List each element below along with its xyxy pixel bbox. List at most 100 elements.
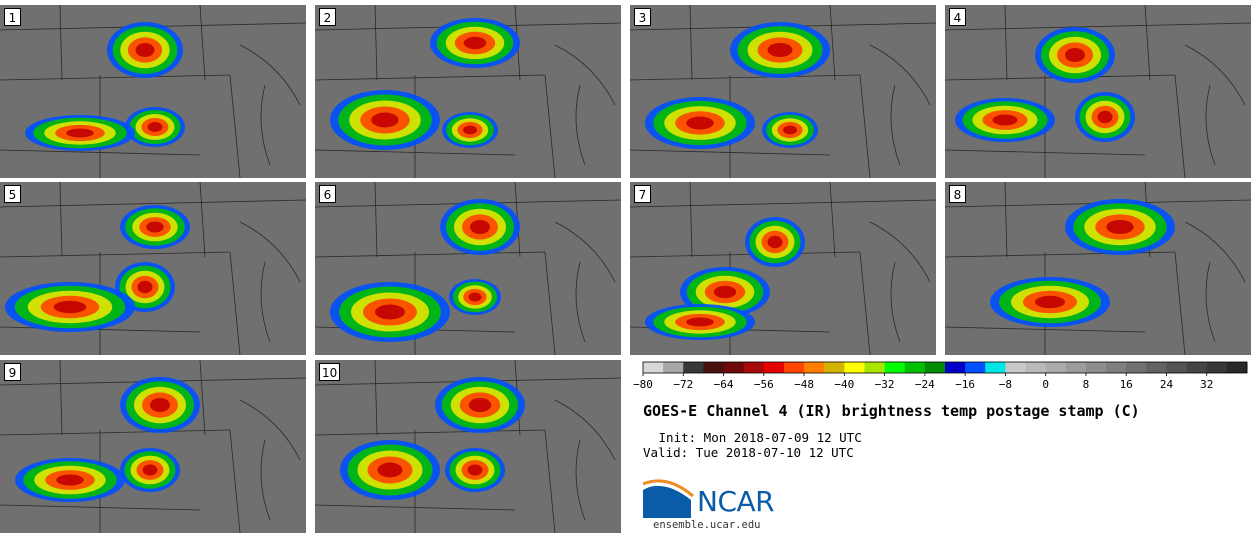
storm-cell [330, 90, 440, 150]
colorbar-cell [643, 362, 664, 373]
storm-cell [745, 217, 805, 267]
map-border [554, 221, 616, 283]
map-border [0, 429, 231, 436]
figure-title: GOES-E Channel 4 (IR) brightness temp po… [643, 402, 1140, 420]
map-border [1205, 84, 1216, 166]
storm-cell [1035, 27, 1115, 83]
colorbar-cell [1085, 362, 1107, 373]
map-border [315, 74, 546, 81]
panel-map-1 [0, 5, 306, 178]
colorbar-cell [904, 362, 926, 373]
map-border [869, 44, 931, 106]
storm-cell [1075, 92, 1135, 142]
colorbar-tick-label: −56 [754, 378, 774, 391]
colorbar-cell [824, 362, 845, 373]
map-border [869, 221, 931, 283]
map-border [544, 74, 556, 178]
storm-cell [5, 282, 135, 332]
map-border [630, 251, 861, 258]
colorbar-cell [924, 362, 946, 373]
colorbar-cell [663, 362, 684, 373]
colorbar-frame [642, 361, 1248, 374]
colorbar-tick-label: −72 [673, 378, 693, 391]
map-border [199, 360, 206, 436]
colorbar-tick-label: 0 [1042, 378, 1049, 391]
map-border [630, 74, 861, 81]
map-border [0, 251, 231, 258]
map-border [315, 429, 546, 436]
colorbar-tick-label: 16 [1120, 378, 1133, 391]
map-border [554, 399, 616, 461]
map-border [59, 182, 63, 258]
storm-cell [1065, 199, 1175, 255]
panel-label: 2 [319, 8, 336, 26]
storm-cell [430, 18, 520, 68]
colorbar-tick-label: −24 [915, 378, 935, 391]
colorbar-cell [1025, 362, 1047, 373]
colorbar-cell [683, 362, 704, 373]
panel-label: 1 [4, 8, 21, 26]
map-border [260, 84, 271, 166]
colorbar-tick-label: −40 [834, 378, 854, 391]
colorbar-cell [1106, 362, 1127, 373]
map-border [315, 251, 546, 258]
panel-3: 3 [630, 5, 936, 178]
map-border [689, 5, 693, 81]
map-border [890, 261, 901, 343]
map-border [890, 84, 901, 166]
panel-map-7 [630, 182, 936, 355]
logo-text: NCAR [697, 485, 775, 518]
storm-cell [442, 112, 498, 148]
colorbar-cell [1146, 362, 1167, 373]
map-border [575, 261, 586, 343]
map-border [374, 182, 378, 258]
panel-9: 9 [0, 360, 306, 533]
map-border [1184, 221, 1246, 283]
colorbar-cell [783, 362, 805, 373]
colorbar-cell [763, 362, 785, 373]
colorbar-cell [1206, 362, 1228, 373]
storm-cell [730, 22, 830, 78]
colorbar-cell [985, 362, 1006, 373]
panel-label: 6 [319, 185, 336, 203]
storm-cell [120, 205, 190, 249]
map-border [260, 439, 271, 521]
map-border [829, 182, 836, 258]
map-border [689, 182, 693, 258]
map-border [374, 360, 378, 436]
panel-label: 8 [949, 185, 966, 203]
storm-cell [680, 267, 770, 317]
colorbar-cell [743, 362, 765, 373]
colorbar-cell [1005, 362, 1027, 373]
map-border [1184, 44, 1246, 106]
storm-cell [15, 458, 125, 502]
panel-label: 7 [634, 185, 651, 203]
colorbar-cell [1045, 362, 1067, 373]
colorbar-cell [703, 362, 725, 373]
panel-map-10 [315, 360, 621, 533]
storm-cell [449, 279, 501, 315]
map-border [199, 182, 206, 258]
panel-6: 6 [315, 182, 621, 355]
map-border [229, 251, 241, 355]
storm-cell [115, 262, 175, 312]
storm-cell [120, 448, 180, 492]
colorbar-cell [844, 362, 865, 373]
map-border [229, 74, 241, 178]
colorbar-cell [965, 362, 986, 373]
colorbar-cell [1065, 362, 1087, 373]
storm-cell [762, 112, 818, 148]
panel-map-3 [630, 5, 936, 178]
map-border [945, 22, 1251, 31]
panel-map-5 [0, 182, 306, 355]
colorbar-tick-label: −8 [999, 378, 1012, 391]
map-border [59, 5, 63, 81]
map-border [1174, 74, 1186, 178]
panel-label: 5 [4, 185, 21, 203]
panel-map-6 [315, 182, 621, 355]
panel-label: 4 [949, 8, 966, 26]
storm-cell [125, 107, 185, 147]
panel-4: 4 [945, 5, 1251, 178]
map-border [829, 5, 836, 81]
storm-cell [340, 440, 440, 500]
